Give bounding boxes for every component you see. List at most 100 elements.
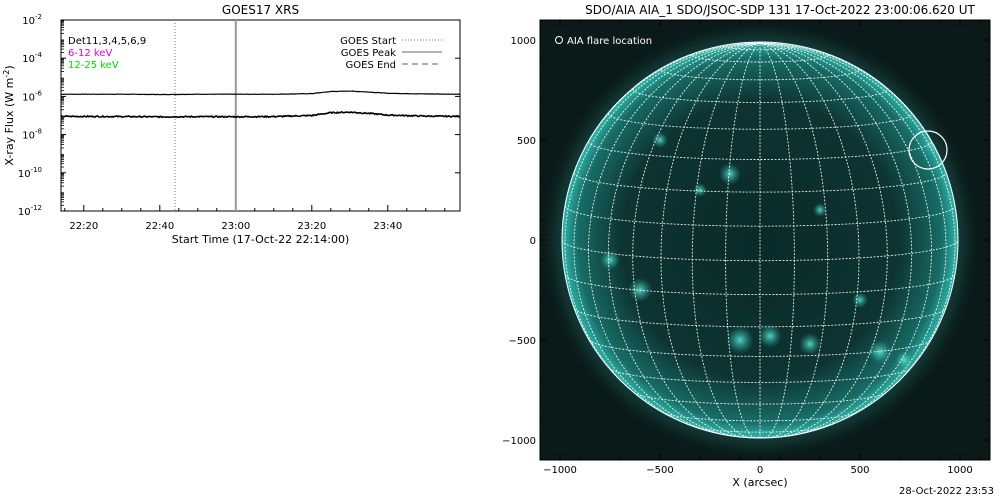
- latitude-line: [633, 392, 887, 405]
- latitude-line: [632, 89, 888, 103]
- flux-series: [61, 90, 460, 119]
- active-region: [726, 326, 754, 354]
- longitude-line: [607, 42, 761, 437]
- longitude-line: [562, 42, 761, 241]
- y-tick-base: 10: [22, 92, 35, 103]
- info-detectors: Det11,3,4,5,6,9: [68, 36, 146, 47]
- y-axis-label-exponent: -2: [2, 70, 11, 78]
- x-tick-label: 23:00: [221, 221, 250, 232]
- x-axis-label: Start Time (17-Oct-22 22:14:00): [172, 233, 350, 246]
- longitude-line: [759, 42, 956, 410]
- y-tick-exponent: -4: [35, 51, 43, 59]
- image-x-axis: −1000 −500 0 500 1000: [543, 20, 981, 476]
- image-x-tick-label: 500: [850, 465, 869, 476]
- x-tick-label: 22:40: [145, 221, 174, 232]
- latitude-line: [564, 274, 956, 296]
- flux-series-line-1: [61, 110, 460, 119]
- y-tick-exponent: -10: [31, 166, 42, 174]
- longitude-line: [759, 42, 829, 438]
- image-x-tick-label: −500: [646, 465, 673, 476]
- y-tick-label: 10-4: [22, 51, 42, 65]
- y-tick-base: 10: [22, 16, 35, 27]
- longitude-line: [759, 42, 932, 436]
- image-y-tick-label: 1000: [511, 36, 536, 47]
- longitude-line: [759, 42, 860, 438]
- y-tick-exponent: -2: [35, 13, 42, 21]
- solar-image: [540, 20, 990, 460]
- x-tick-label: 22:20: [69, 221, 98, 232]
- active-region: [868, 340, 892, 364]
- flare-location-circle: [908, 130, 948, 170]
- event-markers: [174, 20, 237, 211]
- image-x-axis-label: X (arcsec): [732, 476, 787, 489]
- x-tick-label: 23:40: [373, 221, 402, 232]
- longitude-line: [564, 42, 761, 410]
- longitude-line: [691, 42, 761, 438]
- chart-legend: GOES Start GOES Peak GOES End: [340, 36, 442, 71]
- image-y-tick-label: 0: [530, 236, 536, 247]
- footer-timestamp: 28-Oct-2022 23:53: [899, 486, 994, 497]
- flux-series-line-0: [61, 90, 460, 96]
- info-high-energy: 12-25 keV: [68, 60, 119, 71]
- y-axis-label-close: ): [3, 65, 16, 69]
- image-x-tick-label: 0: [757, 465, 763, 476]
- y-tick-label: 10-10: [18, 166, 42, 180]
- legend-label-end: GOES End: [346, 60, 396, 71]
- y-tick-label: 10-8: [22, 128, 42, 142]
- y-tick-base: 10: [22, 131, 35, 142]
- chart-title: GOES17 XRS: [222, 3, 299, 17]
- active-region: [813, 203, 827, 217]
- latitude-line: [691, 55, 829, 63]
- y-tick-exponent: -12: [31, 204, 42, 212]
- solar-limb: [561, 41, 959, 439]
- image-y-tick-label: 500: [517, 136, 536, 147]
- active-region: [852, 292, 868, 308]
- longitude-line: [759, 42, 795, 438]
- active-region: [758, 324, 782, 348]
- active-region: [652, 132, 668, 148]
- latitude-line: [608, 367, 912, 383]
- image-y-tick-label: −500: [509, 336, 536, 347]
- active-region: [719, 163, 741, 185]
- longitude-line: [759, 42, 913, 437]
- latitude-line: [574, 308, 946, 328]
- longitude-line: [660, 42, 761, 438]
- image-legend: AIA flare location: [555, 36, 652, 47]
- legend-label-start: GOES Start: [340, 36, 396, 47]
- latitude-line: [564, 205, 956, 227]
- y-axis-label: X-ray Flux (W m-2): [2, 65, 16, 165]
- image-x-tick-label: 1000: [947, 465, 972, 476]
- y-axis-label-main: X-ray Flux (W m: [3, 78, 16, 166]
- latitude-line: [663, 412, 857, 422]
- y-tick-label: 10-2: [22, 13, 42, 27]
- image-y-tick-label: −1000: [502, 436, 536, 447]
- y-tick-base: 10: [18, 207, 31, 218]
- longitude-line: [588, 42, 761, 436]
- flare-legend-icon: [555, 36, 563, 44]
- active-region: [600, 250, 620, 270]
- x-axis: 22:20 22:40 23:00 23:20 23:40: [64, 205, 446, 232]
- y-tick-exponent: -6: [35, 89, 43, 97]
- x-tick-label: 23:20: [297, 221, 326, 232]
- active-region: [693, 183, 707, 197]
- latitude-line: [660, 69, 860, 81]
- image-title: SDO/AIA AIA_1 SDO/JSOC-SDP 131 17-Oct-20…: [585, 3, 975, 17]
- longitude-line: [573, 42, 761, 430]
- y-tick-base: 10: [22, 54, 35, 65]
- longitude-line: [759, 42, 888, 438]
- latitude-line: [725, 45, 795, 51]
- y-tick-exponent: -8: [35, 128, 42, 136]
- heliographic-grid: [562, 42, 958, 438]
- image-y-axis: −1000 −500 0 500 1000: [502, 36, 990, 447]
- y-tick-base: 10: [18, 169, 31, 180]
- longitude-line: [759, 42, 958, 241]
- flare-legend-label: AIA flare location: [567, 36, 652, 47]
- active-region: [799, 333, 821, 355]
- y-tick-label: 10-12: [18, 204, 42, 218]
- info-low-energy: 6-12 keV: [68, 48, 112, 59]
- longitude-line: [759, 42, 947, 430]
- longitude-line: [725, 42, 761, 438]
